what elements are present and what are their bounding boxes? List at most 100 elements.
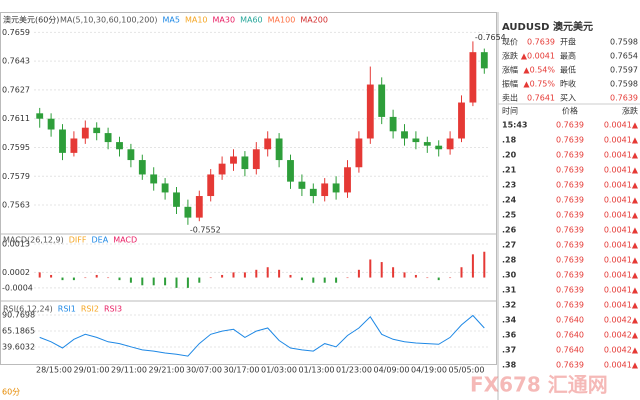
quote-label: 涨幅 [502, 65, 518, 75]
tick-change: 0.0041▲ [604, 136, 639, 145]
tick-change: 0.0041▲ [604, 121, 639, 130]
candle-body [173, 192, 180, 207]
macd-bar [449, 277, 452, 279]
tick-price: 0.7639 [556, 211, 584, 220]
macd-bar [414, 274, 417, 278]
quote-label: 现价 [502, 38, 518, 47]
tick-price: 0.7639 [556, 241, 584, 250]
candle-body [389, 116, 397, 132]
tick-change: 0.0041▲ [604, 181, 639, 190]
column-header: 时间 [502, 106, 518, 116]
x-tick-label: 01/23:00 [336, 366, 372, 375]
macd-bar [278, 269, 281, 278]
quote-value: ▲0.75% [523, 80, 555, 89]
legend-entry: MA(5,10,30,60,100,200) [60, 16, 158, 25]
candle-body [161, 183, 169, 193]
tick-price: 0.7639 [556, 196, 584, 205]
column-header: 涨跌 [622, 106, 638, 116]
quote-value: 0.7639 [610, 94, 638, 103]
macd-bar [300, 277, 303, 281]
quote-value: 0.7597 [610, 66, 638, 75]
candle-body [230, 156, 237, 164]
rsi-line [39, 314, 485, 357]
tick-change: 0.0041▲ [604, 226, 639, 235]
column-header: 价格 [562, 106, 578, 116]
tick-change: 0.0041▲ [604, 286, 639, 295]
tick-time: .34 [502, 316, 517, 325]
y-tick-label: 0.7595 [2, 143, 30, 152]
y-tick-label: 0.7643 [2, 57, 30, 66]
tick-change: 0.0042▲ [604, 316, 639, 325]
macd-bar [255, 269, 258, 278]
quote-label: 涨跌 [502, 51, 518, 61]
macd-bar [38, 272, 41, 278]
chart-title: 澳元美元(60分) [3, 15, 59, 25]
candle-body [241, 156, 249, 170]
candle-body [252, 149, 260, 170]
x-tick-label: 01/03:00 [261, 366, 297, 375]
candle-body [207, 174, 215, 197]
macd-bar [243, 272, 246, 278]
tick-time: .31 [502, 286, 517, 295]
legend-entry: MACD(26,12,9) [3, 236, 64, 245]
candle-body [332, 183, 340, 193]
period-label: 60分 [2, 388, 20, 397]
macd-bar [380, 262, 383, 278]
macd-bar [346, 277, 349, 279]
candle-body [480, 52, 488, 69]
macd-bar [426, 277, 429, 279]
tick-price: 0.7639 [556, 226, 584, 235]
candle-body [104, 133, 112, 143]
y-tick-label: 0.7627 [2, 85, 30, 94]
y-tick-label: 90.7698 [2, 311, 35, 320]
candle-body [401, 131, 408, 139]
legend-entry: RSI(6,12,24) [3, 305, 53, 314]
tick-price: 0.7640 [556, 316, 584, 325]
tick-time: .37 [502, 346, 516, 355]
quote-label: 最低 [560, 65, 576, 75]
tick-price: 0.7640 [556, 331, 584, 340]
tick-price: 0.7639 [556, 181, 584, 190]
candle-body [195, 196, 203, 218]
macd-bar [198, 277, 201, 283]
quote-label: 买入 [560, 94, 576, 103]
candle-body [59, 129, 66, 153]
macd-bar [289, 274, 292, 278]
legend-entry: MA200 [300, 16, 328, 25]
quote-symbol: AUDUSD 澳元美元 [502, 20, 593, 33]
tick-time: .32 [502, 301, 516, 310]
tick-price: 0.7639 [556, 256, 584, 265]
candle-body [446, 138, 454, 150]
quote-value: 0.7654 [610, 52, 638, 61]
tick-price: 0.7640 [556, 346, 584, 355]
quote-label: 开盘 [560, 37, 576, 47]
candle-body [36, 113, 44, 119]
candle-body [458, 102, 465, 139]
macd-bar [175, 277, 178, 288]
candle-body [469, 52, 477, 103]
candle-body [287, 160, 294, 182]
tick-time: .21 [502, 166, 517, 175]
tick-change: 0.0042▲ [604, 346, 639, 355]
candle-body [298, 181, 306, 189]
macd-bar [437, 277, 440, 281]
macd-bar [323, 277, 326, 283]
tick-change: 0.0041▲ [604, 211, 639, 220]
tick-change: 0.0041▲ [604, 196, 639, 205]
legend-entry: RSI3 [104, 305, 122, 314]
tick-price: 0.7639 [556, 151, 584, 160]
x-tick-label: 29/21:00 [149, 366, 185, 375]
macd-bar [483, 251, 486, 278]
x-tick-label: 04/19:00 [411, 366, 447, 375]
candle-body [275, 138, 283, 161]
tick-time: .18 [502, 136, 517, 145]
chart-frame [0, 12, 497, 365]
x-tick-label: 29/01:00 [74, 366, 110, 375]
tick-change: 0.0041▲ [604, 301, 639, 310]
candle-body [127, 149, 135, 161]
tick-change: 0.0041▲ [604, 241, 639, 250]
x-tick-label: 04/09:00 [374, 366, 410, 375]
tick-price: 0.7639 [556, 286, 584, 295]
quote-label: 昨收 [560, 79, 576, 89]
macd-bar [118, 277, 121, 281]
